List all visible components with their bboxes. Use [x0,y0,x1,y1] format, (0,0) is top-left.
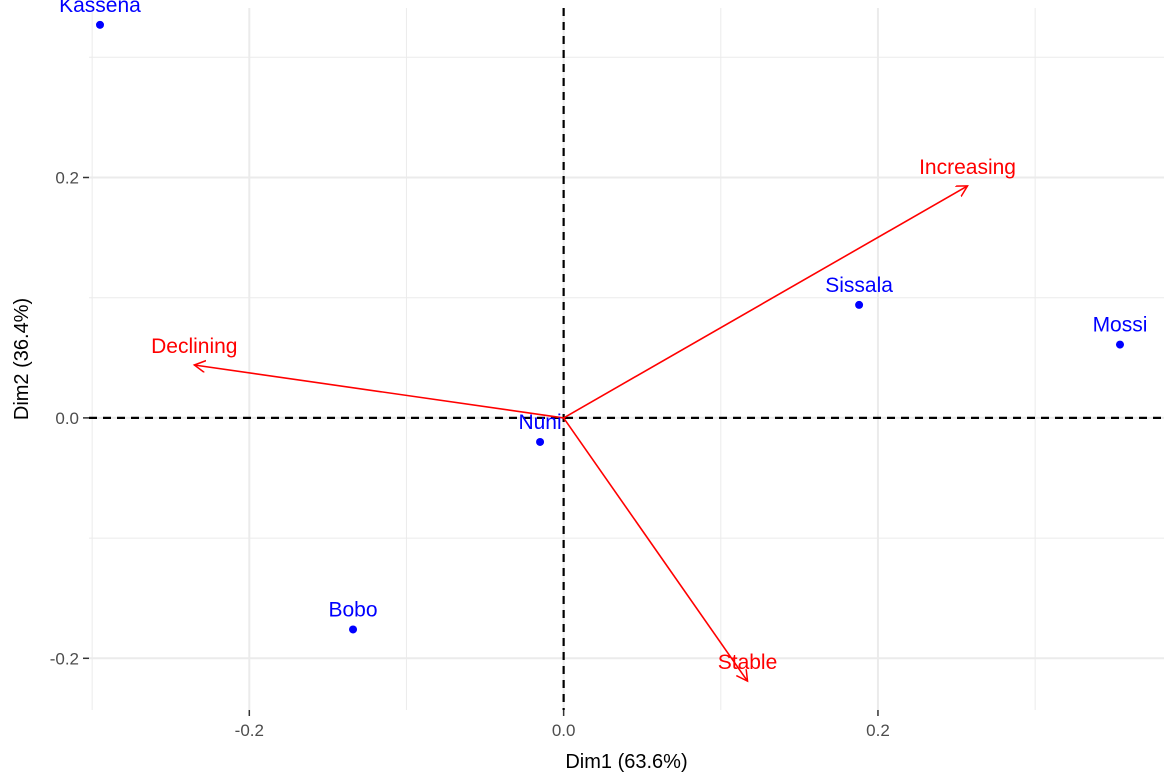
point-label-bobo: Bobo [329,598,378,621]
arrow-increasing [563,186,968,419]
point-nuni [536,437,545,446]
x-tick-label: -0.2 [235,721,264,740]
arrows: Increasing Declining Stable [151,156,1016,681]
axes: -0.2 0.0 0.2 -0.2 0.0 0.2 [50,168,890,740]
arrow-declining [194,365,564,419]
y-tick-label: 0.2 [55,168,79,187]
y-tick-label: -0.2 [50,649,79,668]
point-label-sissala: Sissala [825,274,893,297]
points: Kassena Sissala Mossi Nuni Bobo [59,0,1148,634]
x-axis-title: Dim1 (63.6%) [565,751,687,773]
arrow-stable [562,417,748,681]
reference-lines [89,8,1164,710]
point-kassena [96,20,105,29]
point-label-mossi: Mossi [1093,314,1148,337]
point-mossi [1115,340,1124,349]
x-tick-label: 0.2 [866,721,890,740]
x-tick-label: 0.0 [552,721,576,740]
point-label-kassena: Kassena [59,0,141,17]
point-bobo [349,625,358,634]
grid [89,8,1164,710]
arrow-label-increasing: Increasing [919,156,1016,179]
y-tick-label: 0.0 [55,409,79,428]
y-axis-title: Dim2 (36.4%) [11,298,33,420]
point-label-nuni: Nuni [518,411,561,434]
arrow-label-stable: Stable [718,651,778,674]
point-sissala [855,300,864,309]
arrow-label-declining: Declining [151,335,237,358]
